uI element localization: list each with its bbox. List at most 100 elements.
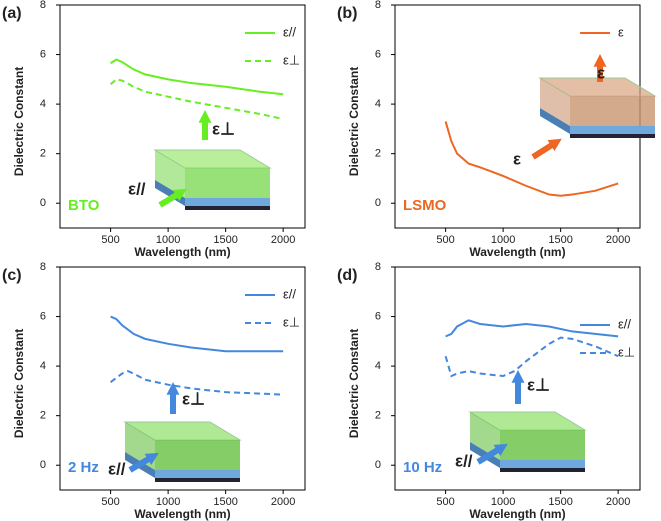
plot-frame <box>59 4 306 229</box>
inset-arrow-head <box>493 443 508 456</box>
x-tick-label: 1500 <box>213 496 237 508</box>
y-tick-label: 8 <box>375 261 381 273</box>
inset-arrow-head <box>144 452 159 465</box>
y-tick-label: 0 <box>40 459 46 471</box>
data-line <box>109 78 284 120</box>
inset-label: ε⊥ <box>527 375 550 394</box>
plot-frame <box>59 266 306 491</box>
base-front <box>570 134 655 138</box>
base-front <box>500 468 585 472</box>
cube-side <box>540 78 570 126</box>
panel-label: (d) <box>337 267 357 284</box>
inset-arrow-head <box>511 370 525 383</box>
x-tick-label: 1000 <box>156 234 180 246</box>
cube-side <box>470 412 500 460</box>
legend-label: ε⊥ <box>618 344 635 359</box>
data-line <box>110 58 284 96</box>
x-tick-label: 1500 <box>548 234 572 246</box>
base-front <box>155 478 240 482</box>
plot-frame <box>394 266 641 491</box>
substrate-front <box>155 470 240 478</box>
y-axis-label: Dielectric Constant <box>347 329 361 438</box>
base-front <box>185 206 270 210</box>
substrate-side <box>155 180 185 206</box>
inset-label: ε⊥ <box>182 389 205 408</box>
x-axis-label: Wavelength (nm) <box>134 507 230 521</box>
inset-label: ε <box>513 149 521 168</box>
cube-front <box>185 168 270 198</box>
data-line <box>110 315 284 353</box>
annotation: BTO <box>68 197 100 214</box>
y-tick-label: 4 <box>40 360 46 372</box>
cube-front <box>500 430 585 460</box>
x-axis-label: Wavelength (nm) <box>134 245 230 259</box>
x-tick-label: 2000 <box>271 234 295 246</box>
y-tick-label: 8 <box>40 261 46 273</box>
annotation: LSMO <box>403 197 447 214</box>
y-tick-label: 2 <box>40 148 46 160</box>
x-tick-label: 2000 <box>606 234 630 246</box>
inset-label: ε⊥ <box>212 119 235 138</box>
panel: 500 1000 1500 2000 0 2 4 6 8 Wavelength (nm) Diele… <box>2 0 306 259</box>
x-tick-label: 500 <box>101 234 119 246</box>
y-tick-label: 4 <box>40 98 46 110</box>
y-axis-label: Dielectric Constant <box>347 67 361 176</box>
legend-label: ε⊥ <box>283 52 300 67</box>
x-tick-label: 1000 <box>491 234 515 246</box>
y-axis-label: Dielectric Constant <box>12 329 26 438</box>
inset-arrow-head <box>593 54 607 67</box>
y-tick-label: 6 <box>40 48 46 60</box>
x-tick-label: 2000 <box>606 496 630 508</box>
y-tick-label: 2 <box>375 410 381 422</box>
data-line <box>444 121 619 197</box>
panel: 500 1000 1500 2000 0 2 4 6 8 Wavelength (nm) Diele… <box>2 261 306 521</box>
inset-label: ε <box>597 63 605 82</box>
substrate-front <box>185 198 270 206</box>
y-tick-label: 4 <box>375 360 381 372</box>
inset-arrow-head <box>547 138 562 151</box>
y-tick-label: 6 <box>375 48 381 60</box>
legend-label: ε// <box>618 316 631 331</box>
x-tick-label: 500 <box>101 496 119 508</box>
y-tick-label: 6 <box>375 310 381 322</box>
panel: 500 1000 1500 2000 0 2 4 6 8 Wavelength (nm) Diele… <box>337 261 641 521</box>
x-tick-label: 1000 <box>156 496 180 508</box>
legend-label: ε <box>618 24 624 39</box>
data-line <box>444 336 619 378</box>
x-tick-label: 1500 <box>213 234 237 246</box>
x-tick-label: 500 <box>436 496 454 508</box>
annotation: 10 Hz <box>403 459 442 476</box>
panel-label: (c) <box>2 267 22 284</box>
y-tick-label: 2 <box>375 148 381 160</box>
y-tick-label: 0 <box>375 197 381 209</box>
cube-side <box>155 150 185 198</box>
substrate-front <box>570 126 655 134</box>
inset-arrow-head <box>172 188 187 201</box>
inset-arrow-head <box>166 382 180 395</box>
inset-label: ε// <box>455 451 473 470</box>
inset-label: ε// <box>128 179 146 198</box>
data-line <box>445 319 619 338</box>
inset-arrow-head <box>198 110 212 123</box>
panel: 500 1000 1500 2000 0 2 4 6 8 Wavelength (nm) Diele… <box>337 0 657 259</box>
legend-label: ε// <box>283 286 296 301</box>
annotation: 2 Hz <box>68 459 99 476</box>
y-tick-label: 0 <box>40 197 46 209</box>
substrate-side <box>540 108 570 134</box>
x-tick-label: 500 <box>436 234 454 246</box>
cube-front <box>570 96 655 126</box>
x-axis-label: Wavelength (nm) <box>469 245 565 259</box>
inset-label: ε// <box>108 459 126 478</box>
x-tick-label: 1000 <box>491 496 515 508</box>
panel-label: (a) <box>2 5 22 22</box>
panel-label: (b) <box>337 5 357 22</box>
x-tick-label: 1500 <box>548 496 572 508</box>
cube-front <box>155 440 240 470</box>
y-tick-label: 6 <box>40 310 46 322</box>
y-axis-label: Dielectric Constant <box>12 67 26 176</box>
y-tick-label: 8 <box>40 0 46 11</box>
legend-label: ε// <box>283 24 296 39</box>
substrate-front <box>500 460 585 468</box>
y-tick-label: 2 <box>40 410 46 422</box>
